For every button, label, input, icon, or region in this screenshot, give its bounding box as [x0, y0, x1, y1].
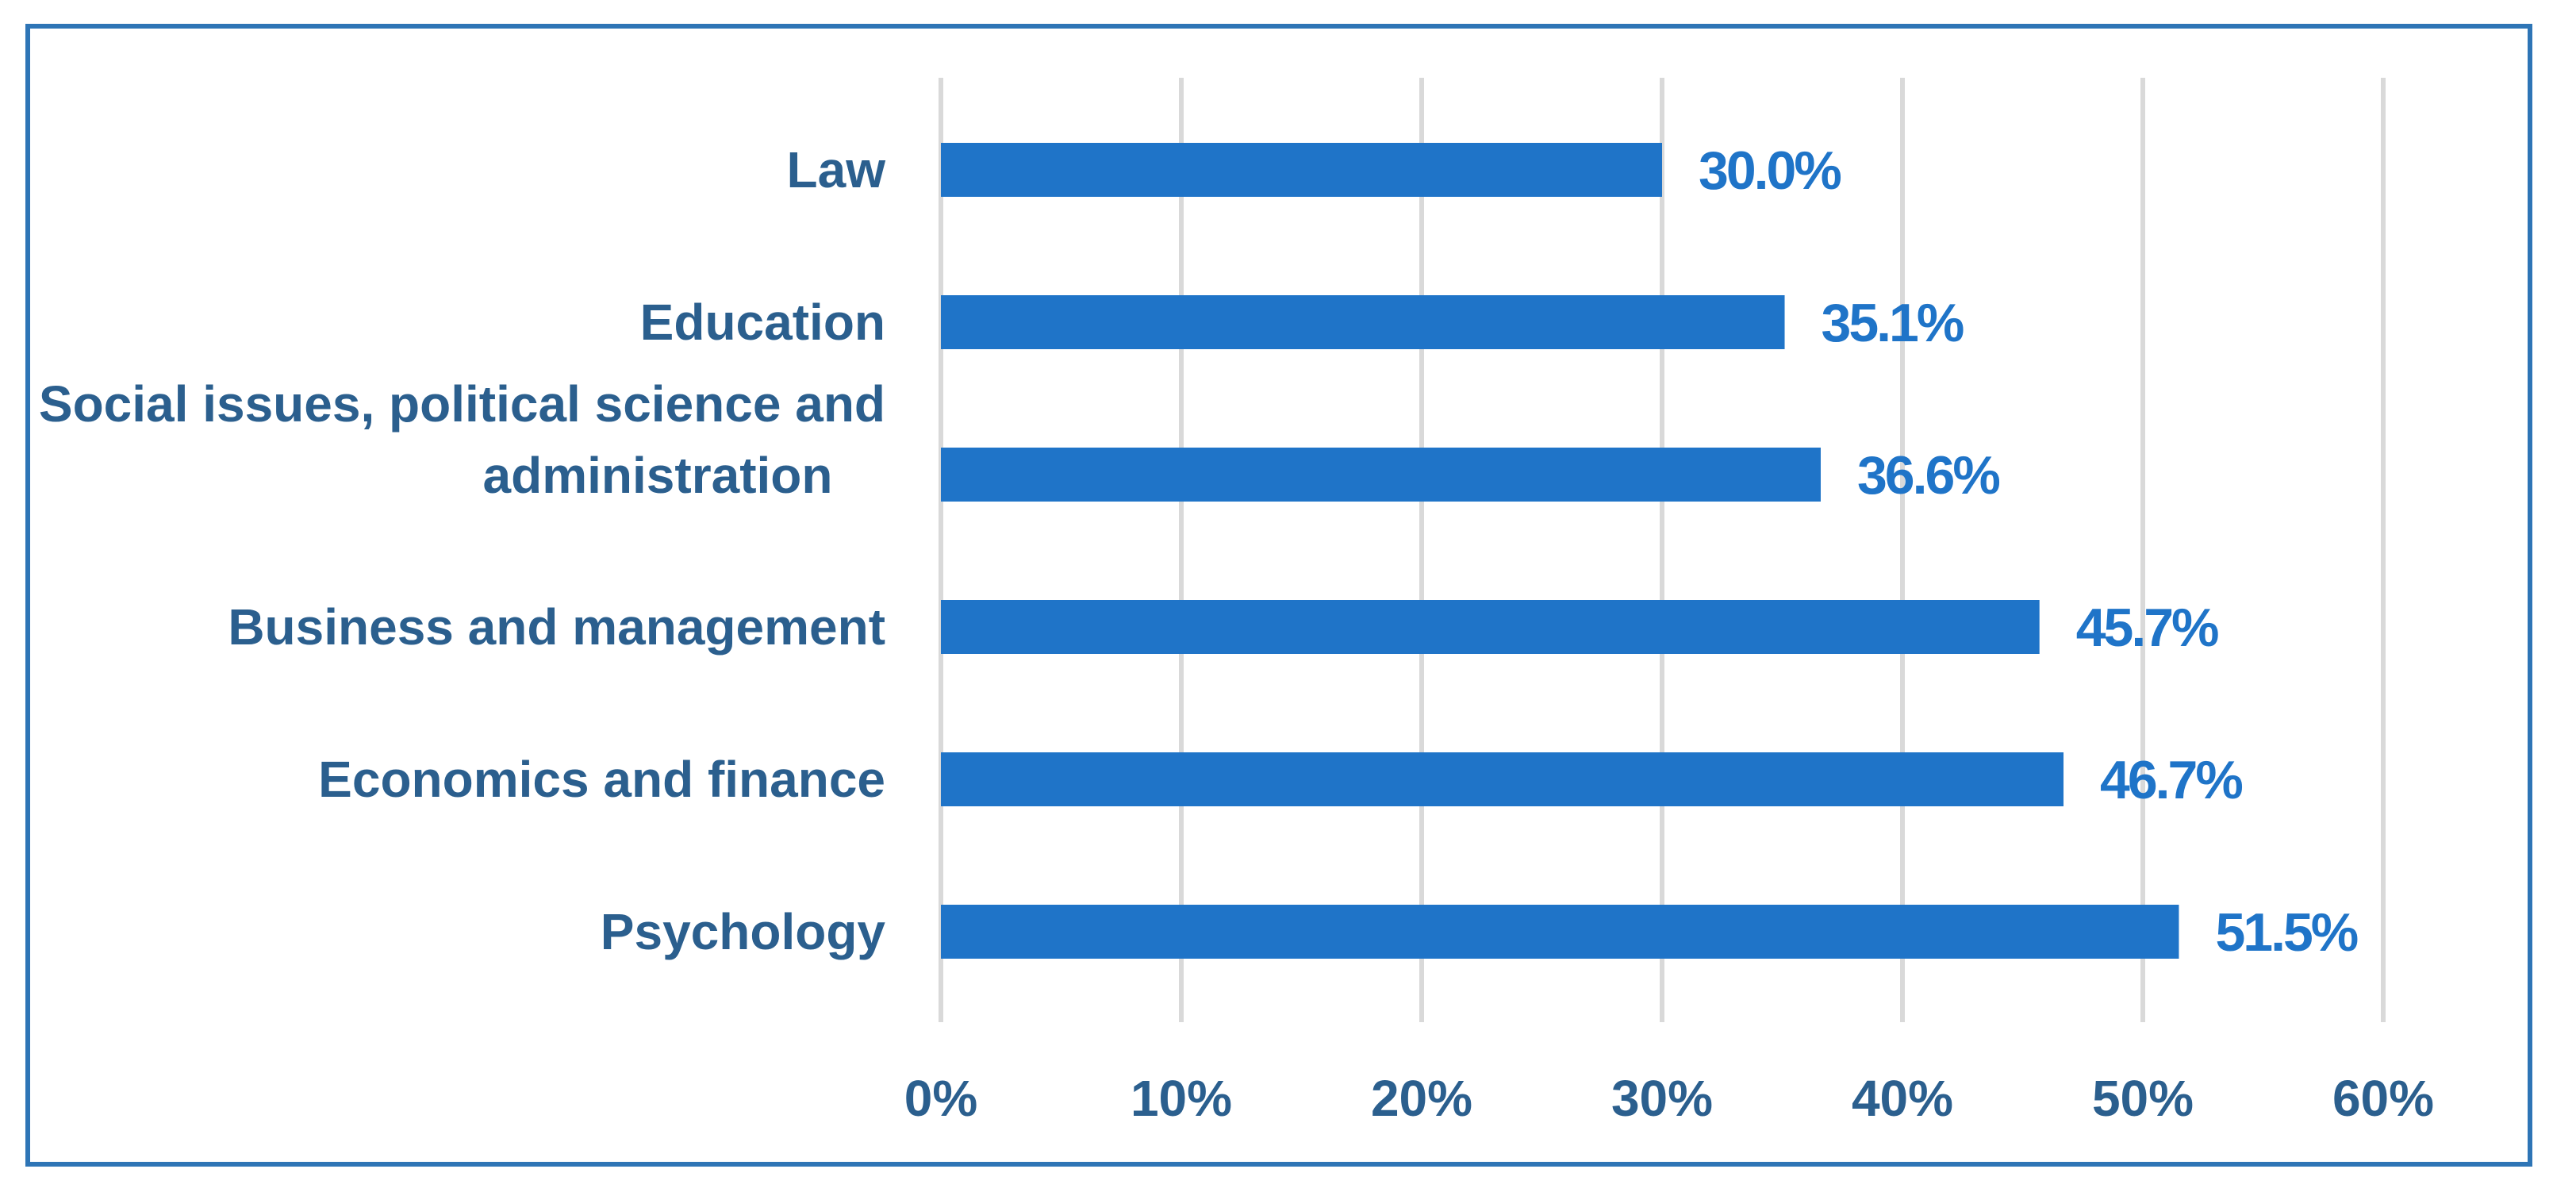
data-label-2: 35.1%: [1822, 293, 1964, 353]
bar-6: [941, 905, 2179, 959]
category-label-2: Education: [640, 294, 885, 351]
data-label-5: 46.7%: [2100, 750, 2242, 810]
data-labels: 30.0% 35.1% 36.6% 45.7% 46.7% 51.5%: [1699, 140, 2360, 963]
category-labels: Law Education Social issues, political sci…: [39, 141, 886, 960]
data-label-1: 30.0%: [1699, 140, 1841, 201]
bar-3: [941, 448, 1821, 502]
x-tick-label: 60%: [2332, 1070, 2434, 1127]
bar-5: [941, 752, 2064, 806]
x-tick-label: 0%: [904, 1070, 978, 1127]
x-tick-label: 10%: [1131, 1070, 1232, 1127]
category-label-3-line-1: Social issues, political science and: [39, 375, 885, 433]
category-label-6: Psychology: [601, 903, 886, 960]
chart-frame: 30.0% 35.1% 36.6% 45.7% 46.7% 51.5% Law Educat…: [25, 24, 2532, 1167]
data-label-3: 36.6%: [1857, 445, 1999, 506]
data-label-6: 51.5%: [2215, 902, 2357, 963]
x-tick-label: 40%: [1852, 1070, 1953, 1127]
bar-1: [941, 143, 1662, 197]
bar-2: [941, 295, 1785, 349]
category-label-5: Economics and finance: [318, 751, 885, 808]
category-label-3-line-2: administration: [483, 447, 833, 504]
bar-chart: 30.0% 35.1% 36.6% 45.7% 46.7% 51.5% Law Educat…: [39, 78, 2434, 1127]
x-tick-label: 30%: [1611, 1070, 1713, 1127]
x-tick-label: 50%: [2092, 1070, 2194, 1127]
bar-4: [941, 600, 2040, 654]
category-label-4: Business and management: [228, 598, 885, 656]
gridlines: [939, 78, 2386, 1022]
bars: [941, 143, 2179, 959]
category-label-1: Law: [787, 141, 886, 198]
x-axis-tick-labels: 0% 10% 20% 30% 40% 50% 60%: [904, 1070, 2434, 1127]
x-tick-label: 20%: [1371, 1070, 1472, 1127]
data-label-4: 45.7%: [2076, 598, 2218, 658]
